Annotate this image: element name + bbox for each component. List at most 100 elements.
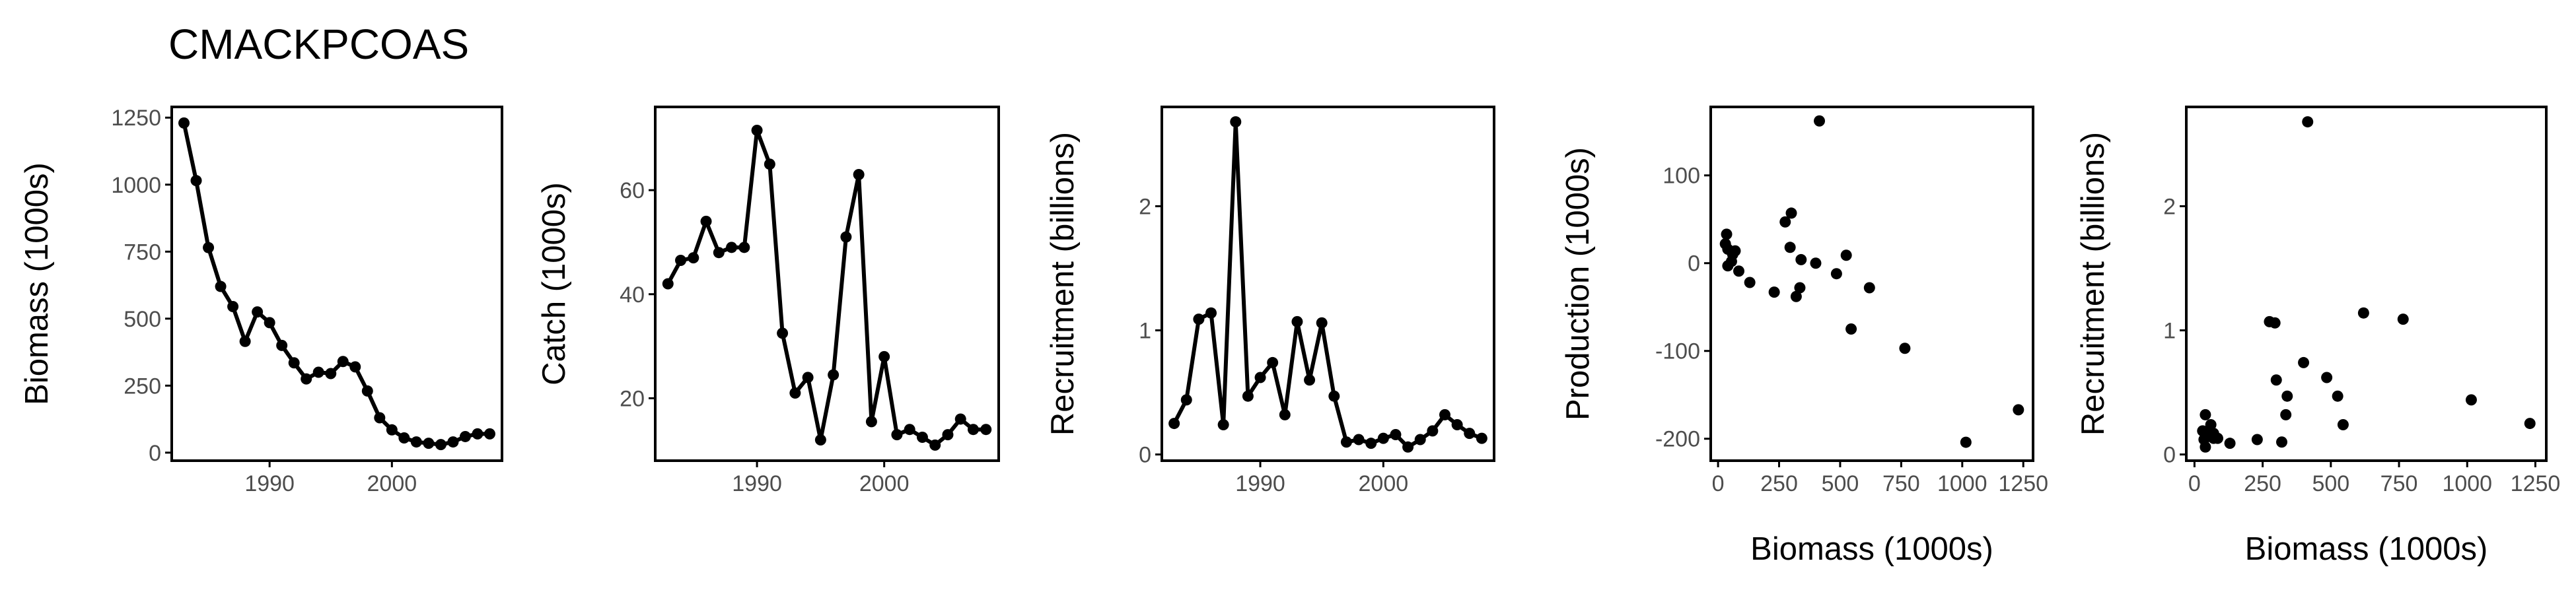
panel-5-y-axis-label: Recruitment (billions) (2075, 132, 2111, 436)
panel-1-y-axis-label: Biomass (1000s) (19, 162, 55, 405)
panel-5-data-point (2298, 356, 2310, 368)
panel-4-data-point (1794, 282, 1806, 294)
panel-2-data-point (713, 247, 725, 259)
panel-5-ytick-label: 0 (2163, 443, 2176, 468)
panel-2-y-axis-label: Catch (1000s) (536, 182, 572, 385)
panel-2-data-point (954, 413, 966, 425)
panel-4-xtick-label: 500 (1822, 471, 1859, 496)
panel-4-data-point (1863, 282, 1875, 294)
panel-4-data-point (1744, 277, 1756, 288)
panel-4-ytick-label: 100 (1663, 164, 1700, 189)
panel-3-data-point (1353, 434, 1365, 446)
panel-1-data-point (264, 317, 275, 329)
panel-3-data-point (1180, 394, 1192, 406)
panel-3-data-point (1340, 436, 1352, 448)
panel-1-data-point (215, 280, 227, 292)
panel-5-ytick-label: 2 (2163, 194, 2176, 219)
panel-1-data-point (472, 428, 483, 440)
panel-2-data-point (967, 424, 979, 436)
panel-5-data-point (2251, 434, 2263, 446)
panel-5-data-point (2332, 390, 2343, 402)
panel-3-y-axis-label: Recruitment (billions) (1045, 132, 1081, 436)
panel-4-frame (1709, 106, 2034, 462)
panel-4-data-point (1845, 323, 1857, 335)
panel-2-data-point (777, 327, 789, 339)
panel-2-data-point (878, 350, 890, 362)
panel-1-ytick-label: 0 (149, 441, 161, 466)
panel-3-data-point (1316, 317, 1328, 329)
panel-2-data-point (814, 434, 826, 446)
panel-3-data-point (1451, 418, 1463, 430)
panel-3-data-point (1365, 438, 1377, 449)
panel-2-data-point (853, 168, 865, 180)
panel-4-xtick-label: 250 (1760, 471, 1798, 496)
panel-1-xtick-label: 2000 (367, 471, 417, 496)
panel-5-xtick-label: 1000 (2442, 471, 2492, 496)
panel-1-data-point (483, 428, 495, 440)
panel-3-data-point (1205, 307, 1217, 319)
panel-4-data-point (1719, 238, 1731, 249)
panel-1-data-point (203, 242, 215, 253)
panel-4-data-point (1810, 257, 1822, 269)
panel-5-data-point (2200, 409, 2211, 420)
panel-3-data-point (1414, 434, 1426, 446)
panel-3-data-point (1242, 390, 1254, 402)
panel-1-data-point (361, 385, 373, 397)
panel-4-y-axis-label: Production (1000s) (1560, 147, 1596, 420)
panel-3-ytick-label: 0 (1139, 443, 1151, 468)
panel-2-ytick-label: 40 (620, 282, 645, 308)
panel-4-data-point (1899, 343, 1911, 354)
panel-4-data-point (1790, 290, 1802, 302)
panel-3-xtick-label: 1990 (1235, 471, 1285, 496)
panel-3-data-point (1217, 418, 1229, 430)
panel-2-data-point (929, 439, 941, 451)
panel-4-data-point (1733, 265, 1745, 277)
panel-4-ytick-label: 0 (1688, 251, 1700, 277)
panel-4-ytick-label: -200 (1655, 427, 1700, 452)
panel-2-data-point (751, 124, 763, 136)
panel-1-data-point (276, 339, 288, 351)
panel-1-data-point (190, 175, 202, 187)
panel-5-data-point (2269, 317, 2281, 329)
panel-1-frame (170, 106, 503, 462)
panel-5-data-point (2224, 438, 2236, 449)
panel-3-data-point (1193, 314, 1205, 325)
panel-2-data-point (688, 252, 699, 264)
panel-4-data-point (1779, 216, 1791, 228)
panel-5-data-point (2198, 434, 2210, 446)
panel-1-xtick-label: 1990 (244, 471, 295, 496)
panel-4-data-point (1784, 242, 1796, 253)
panel-5-data-point (2397, 314, 2409, 325)
panel-3-ytick-label: 2 (1139, 194, 1151, 219)
panel-5-ytick-label: 1 (2163, 319, 2176, 344)
panel-4-data-point (1785, 207, 1797, 219)
panel-5-data-point (2281, 390, 2293, 402)
panel-5-data-point (2280, 409, 2292, 420)
panel-4-x-axis-label: Biomass (1000s) (1750, 531, 1993, 567)
panel-4-data-point (1840, 249, 1852, 261)
panel-3-data-point (1476, 432, 1487, 444)
panel-5-xtick-label: 1250 (2511, 471, 2561, 496)
panel-1-data-point (252, 306, 264, 318)
panel-5-data-point (2270, 374, 2282, 386)
panel-3-frame (1161, 106, 1495, 462)
panel-2-data-point (675, 255, 687, 267)
panel-2-data-point (662, 278, 674, 290)
panel-1-series-line (182, 122, 490, 447)
panel-1-ytick-label: 1250 (111, 106, 161, 131)
panel-1-data-point (301, 373, 312, 385)
panel-1-ytick-label: 750 (124, 240, 161, 265)
panel-1-ytick-label: 1000 (111, 173, 161, 198)
panel-5-data-point (2524, 418, 2536, 430)
panel-1-data-point (386, 424, 398, 436)
panel-5-data-point (2302, 116, 2314, 128)
panel-2-data-point (802, 372, 814, 383)
panel-2-data-point (789, 387, 801, 399)
panel-3-data-point (1168, 418, 1180, 430)
panel-1-data-point (325, 368, 337, 380)
panel-2-data-point (840, 231, 852, 243)
panel-4-data-point (1768, 286, 1780, 298)
panel-2-xtick-label: 1990 (732, 471, 782, 496)
panel-3-data-point (1377, 432, 1389, 444)
panel-5-x-axis-label: Biomass (1000s) (2245, 531, 2488, 567)
